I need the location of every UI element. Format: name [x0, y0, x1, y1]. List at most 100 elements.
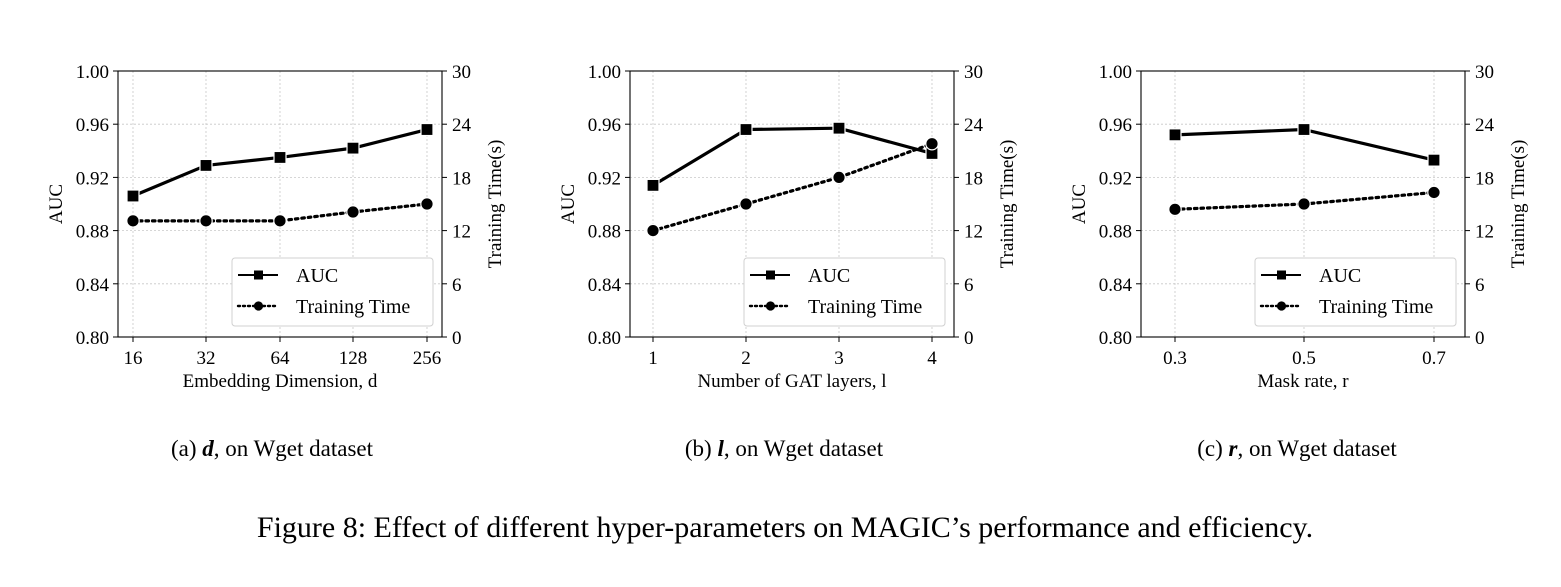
x-tick-label: 0.5 [1292, 348, 1316, 369]
legend-label: AUC [1319, 265, 1361, 287]
y2-tick-label: 6 [452, 275, 462, 296]
training-time-marker [126, 214, 140, 228]
y-tick-label: 1.00 [1099, 62, 1132, 83]
legend-marker-square [1277, 270, 1286, 280]
y2-tick-label: 24 [964, 115, 984, 136]
legend-marker-square [254, 270, 263, 280]
legend-marker-circle [253, 301, 264, 311]
auc-marker [739, 122, 753, 137]
x-axis-label: Mask rate, r [1257, 371, 1349, 392]
legend-marker-circle [1276, 301, 1287, 311]
training-time-marker [346, 205, 360, 219]
training-time-marker [273, 214, 287, 228]
y-tick-label: 0.80 [76, 328, 109, 349]
y-tick-label: 0.80 [1099, 328, 1132, 349]
legend-box [743, 257, 946, 327]
y-tick-label: 0.84 [76, 275, 110, 296]
y2-tick-label: 30 [452, 62, 471, 83]
y2-tick-label: 6 [1475, 275, 1485, 296]
y-tick-label: 0.96 [1099, 115, 1132, 136]
y2-tick-label: 12 [452, 222, 471, 243]
y-tick-label: 0.92 [1099, 168, 1132, 189]
x-tick-label: 0.3 [1163, 348, 1187, 369]
legend-box [1254, 257, 1457, 327]
y-tick-label: 0.80 [588, 328, 621, 349]
x-tick-label: 32 [197, 348, 216, 369]
y2-tick-label: 18 [1475, 168, 1494, 189]
y2-tick-label: 30 [964, 62, 983, 83]
legend-label: Training Time [1319, 296, 1433, 318]
training-time-marker [1168, 202, 1182, 217]
subfigure-caption: (c) r, on Wget dataset [1197, 436, 1397, 461]
y-tick-label: 1.00 [588, 62, 621, 83]
auc-marker [1297, 122, 1311, 137]
auc-series-line [652, 126, 933, 187]
training-time-marker [925, 136, 939, 151]
auc-marker [1168, 128, 1182, 142]
y-tick-label: 1.00 [76, 62, 109, 83]
x-tick-label: 0.7 [1422, 348, 1446, 369]
x-tick-label: 16 [124, 348, 143, 369]
chart-panel-3: 1.00 0.96 0.92 0.88 0.84 0.80 30 24 18 12 6 0 0.3 0.5… [1069, 62, 1529, 461]
x-tick-label: 3 [834, 348, 844, 369]
training-time-marker [1427, 185, 1441, 200]
y2-tick-label: 24 [1475, 115, 1495, 136]
legend-label: Training Time [808, 296, 922, 318]
legend: AUC Training Time [743, 257, 946, 327]
y2-tick-label: 0 [452, 328, 462, 349]
legend-label: AUC [808, 265, 850, 287]
y2-tick-label: 0 [1475, 328, 1485, 349]
y2-tick-label: 0 [964, 328, 974, 349]
legend: AUC Training Time [1254, 257, 1457, 327]
y2-tick-label: 12 [964, 222, 983, 243]
subfigure-caption: (a) d, on Wget dataset [171, 436, 374, 461]
subfigure-caption: (b) l, on Wget dataset [685, 436, 884, 461]
auc-marker [1427, 153, 1441, 167]
x-tick-label: 2 [741, 348, 751, 369]
x-tick-label: 1 [648, 348, 658, 369]
auc-marker [646, 178, 660, 192]
auc-marker [273, 150, 287, 165]
training-time-marker [646, 223, 660, 238]
y2-tick-label: 18 [964, 168, 983, 189]
x-tick-label: 4 [927, 348, 937, 369]
training-time-series-line [651, 142, 934, 233]
y2-tick-label: 12 [1475, 222, 1494, 243]
plot-frame [629, 70, 955, 338]
y2-axis-label: Training Time(s) [997, 140, 1018, 269]
auc-marker [126, 189, 140, 203]
training-time-marker [420, 197, 434, 211]
legend-marker-square [766, 270, 775, 280]
x-tick-label: 256 [413, 348, 442, 369]
plot-frame [1140, 70, 1466, 338]
y-tick-label: 0.92 [76, 168, 109, 189]
y-axis-label: AUC [1069, 184, 1090, 224]
auc-marker [832, 121, 846, 135]
y-tick-label: 0.88 [588, 222, 621, 243]
y2-tick-label: 30 [1475, 62, 1494, 83]
auc-marker [199, 158, 213, 173]
x-tick-label: 128 [339, 348, 368, 369]
y2-tick-label: 24 [452, 115, 472, 136]
y2-tick-label: 18 [452, 168, 471, 189]
y2-tick-label: 6 [964, 275, 974, 296]
training-time-marker [832, 170, 846, 185]
y-tick-label: 0.84 [1099, 275, 1133, 296]
chart-panel-1: 1.00 0.96 0.92 0.88 0.84 0.80 30 24 18 12 6 0 16 32 64… [46, 62, 506, 461]
legend-label: Training Time [296, 296, 410, 318]
y-axis-label: AUC [46, 184, 67, 224]
y-tick-label: 0.96 [76, 115, 109, 136]
x-tick-label: 64 [271, 348, 291, 369]
figure-caption: Figure 8: Effect of different hyper-para… [257, 511, 1313, 544]
y-tick-label: 0.92 [588, 168, 621, 189]
y-axis-label: AUC [558, 184, 579, 224]
y2-axis-label: Training Time(s) [485, 140, 506, 269]
training-time-marker [1297, 197, 1311, 211]
legend: AUC Training Time [231, 257, 434, 327]
y-tick-label: 0.88 [76, 222, 109, 243]
training-time-marker [739, 197, 753, 211]
x-axis-label: Number of GAT layers, l [697, 371, 886, 392]
